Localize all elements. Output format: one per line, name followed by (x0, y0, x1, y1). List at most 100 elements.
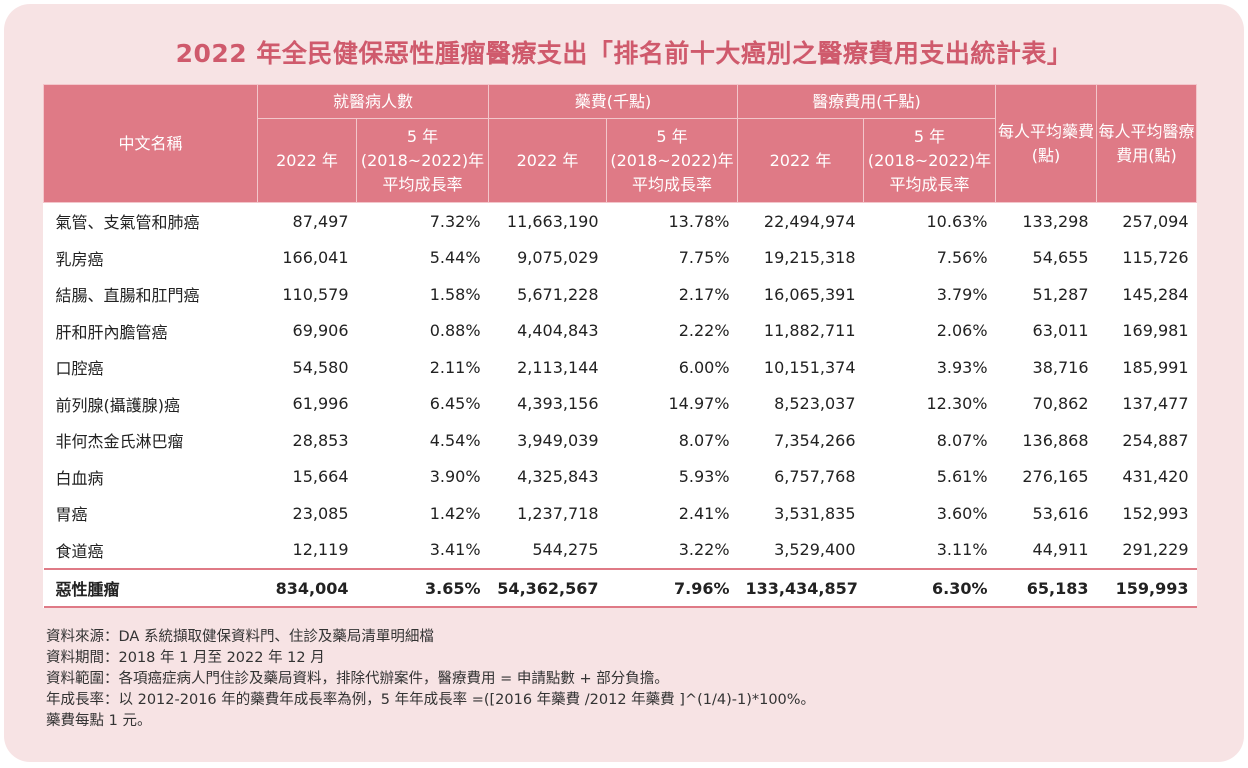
cell-medical-growth: 6.30% (863, 568, 996, 608)
cell-patients: 166,041 (282, 248, 349, 268)
cell-drug-growth: 2.41% (678, 503, 730, 523)
cell-patients: 54,580 (292, 357, 349, 377)
table-row: 結腸、直腸和肛門癌 110,579 1.58% 5,671,228 2.17% 16,06… (44, 276, 1197, 313)
cell-avg-drug: 63,011 (1032, 321, 1089, 341)
footnote-line: 資料來源：DA 系統擷取健保資料門、住診及藥局清單明細檔 (46, 629, 434, 645)
cell-patients: 110,579 (282, 284, 349, 304)
cell-medical-growth: 3.93% (936, 357, 988, 377)
cell-avg-drug: 53,616 (1032, 503, 1089, 523)
cell-avg-drug: 136,868 (1022, 430, 1089, 450)
table-row: 白血病 15,664 3.90% 4,325,843 5.93% 6,757,768 5.6… (44, 459, 1197, 496)
table-row: 乳房癌 166,041 5.44% 9,075,029 7.75% 19,215,318 7… (44, 240, 1197, 277)
cell-medical-growth: 3.60% (936, 503, 988, 523)
header-name: 中文名稱 (43, 84, 258, 203)
header-visits: 就醫病人數 (256, 84, 490, 119)
table-row: 食道癌 12,119 3.41% 544,275 3.22% 3,529,400 3.11%… (44, 532, 1197, 570)
header-drug: 藥費(千點) (488, 84, 739, 119)
cell-avg-medical: 145,284 (1122, 284, 1189, 304)
cell-name: 惡性腫瘤 (43, 568, 258, 608)
header-year: 2022 年 (737, 118, 865, 203)
cell-patients: 69,906 (292, 321, 349, 341)
footnote-line: 資料期間：2018 年 1 月至 2022 年 12 月 (46, 650, 325, 666)
cell-name: 乳房癌 (55, 249, 104, 269)
cell-patients-growth: 1.42% (429, 503, 481, 523)
cell-avg-drug: 70,862 (1032, 394, 1089, 414)
cell-name: 口腔癌 (55, 359, 104, 379)
cell-patients: 12,119 (292, 540, 349, 560)
cell-patients-growth: 3.65% (356, 568, 489, 608)
cell-patients-growth: 1.58% (429, 284, 481, 304)
cell-medical-growth: 2.06% (936, 321, 988, 341)
cell-medical: 16,065,391 (763, 284, 856, 304)
footnotes: 資料來源：DA 系統擷取健保資料門、住診及藥局清單明細檔 資料期間：2018 年 … (46, 627, 1196, 732)
cell-name: 氣管、支氣管和肺癌 (55, 213, 200, 233)
cell-medical: 7,354,266 (774, 430, 856, 450)
table-total-row: 惡性腫瘤 834,004 3.65% 54,362,567 7.96% 133,434,8… (43, 568, 1197, 608)
cell-drug: 1,237,718 (517, 503, 599, 523)
cell-patients-growth: 2.11% (429, 357, 481, 377)
cell-avg-drug: 51,287 (1032, 284, 1089, 304)
cell-avg-drug: 276,165 (1022, 467, 1089, 487)
cell-avg-drug: 38,716 (1032, 357, 1089, 377)
cell-name: 前列腺(攝護腺)癌 (55, 395, 181, 415)
cell-drug: 54,362,567 (488, 568, 607, 608)
table-row: 非何杰金氏淋巴瘤 28,853 4.54% 3,949,039 8.07% 7,354,2… (44, 422, 1197, 459)
table-body: 氣管、支氣管和肺癌 87,497 7.32% 11,663,190 13.78% 22,4… (43, 203, 1197, 608)
table-row: 口腔癌 54,580 2.11% 2,113,144 6.00% 10,151,374 3.… (44, 349, 1197, 386)
cell-drug-growth: 14.97% (668, 394, 730, 414)
footnote-line: 年成長率：以 2012-2016 年的藥費年成長率為例，5 年年成長率 =([2… (46, 692, 816, 708)
table-row: 前列腺(攝護腺)癌 61,996 6.45% 4,393,156 14.97% 8,523… (44, 386, 1197, 423)
cell-drug-growth: 6.00% (678, 357, 730, 377)
cell-drug-growth: 2.17% (678, 284, 730, 304)
cell-avg-medical: 115,726 (1122, 248, 1189, 268)
header-year: 2022 年 (488, 118, 608, 203)
cell-avg-medical: 159,993 (1096, 568, 1197, 608)
cell-drug: 3,949,039 (517, 430, 599, 450)
cell-patients: 15,664 (292, 467, 349, 487)
cell-medical-growth: 12.30% (926, 394, 988, 414)
cell-drug-growth: 2.22% (678, 321, 730, 341)
cell-medical: 6,757,768 (774, 467, 856, 487)
cell-avg-medical: 291,229 (1122, 540, 1189, 560)
cell-patients-growth: 3.90% (429, 467, 481, 487)
cell-avg-medical: 254,887 (1122, 430, 1189, 450)
cell-avg-medical: 431,420 (1122, 467, 1189, 487)
header-medical: 醫療費用(千點) (737, 84, 997, 119)
cell-avg-medical: 257,094 (1122, 211, 1189, 231)
cell-drug-growth: 5.93% (678, 467, 730, 487)
cancer-expenditure-table: 中文名稱 就醫病人數 藥費(千點) 醫療費用(千點) 每人平均藥費(點) 每人平… (43, 84, 1198, 608)
page-title: 2022 年全民健保惡性腫瘤醫療支出「排名前十大癌別之醫療費用支出統計表」 (175, 39, 1073, 68)
cell-drug: 4,393,156 (517, 394, 599, 414)
cell-avg-drug: 44,911 (1032, 540, 1089, 560)
header-growth: 5 年(2018~2022)年平均成長率 (863, 118, 997, 203)
cell-drug: 11,663,190 (506, 211, 599, 231)
header-growth: 5 年(2018~2022)年平均成長率 (355, 118, 490, 203)
cell-avg-medical: 185,991 (1122, 357, 1189, 377)
cell-avg-drug: 65,183 (995, 568, 1097, 608)
cell-drug: 4,404,843 (517, 321, 599, 341)
cell-avg-medical: 152,993 (1122, 503, 1189, 523)
cell-medical: 22,494,974 (763, 211, 856, 231)
cell-drug-growth: 7.96% (606, 568, 738, 608)
cell-medical: 10,151,374 (763, 357, 856, 377)
header-avg-drug: 每人平均藥費(點) (995, 84, 1098, 203)
cell-name: 白血病 (55, 468, 104, 488)
header-growth: 5 年(2018~2022)年平均成長率 (606, 118, 739, 203)
cell-medical-growth: 7.56% (936, 248, 988, 268)
cell-patients-growth: 6.45% (429, 394, 481, 414)
cell-medical-growth: 3.11% (936, 540, 988, 560)
cell-medical-growth: 8.07% (936, 430, 988, 450)
cell-medical-growth: 3.79% (936, 284, 988, 304)
cell-name: 食道癌 (55, 541, 104, 561)
cell-patients-growth: 3.41% (429, 540, 481, 560)
cell-drug-growth: 8.07% (678, 430, 730, 450)
cell-avg-drug: 133,298 (1022, 211, 1089, 231)
cell-patients: 834,004 (257, 568, 357, 608)
cell-medical-growth: 10.63% (926, 211, 988, 231)
footnote-line: 資料範圍：各項癌症病人門住診及藥局資料，排除代辦案件，醫療費用 = 申請點數 +… (46, 671, 669, 687)
cell-patients: 23,085 (292, 503, 349, 523)
cell-patients: 61,996 (292, 394, 349, 414)
table-row: 氣管、支氣管和肺癌 87,497 7.32% 11,663,190 13.78% 22,4… (44, 203, 1197, 240)
cell-avg-medical: 137,477 (1122, 394, 1189, 414)
cell-name: 肝和肝內膽管癌 (55, 322, 168, 342)
